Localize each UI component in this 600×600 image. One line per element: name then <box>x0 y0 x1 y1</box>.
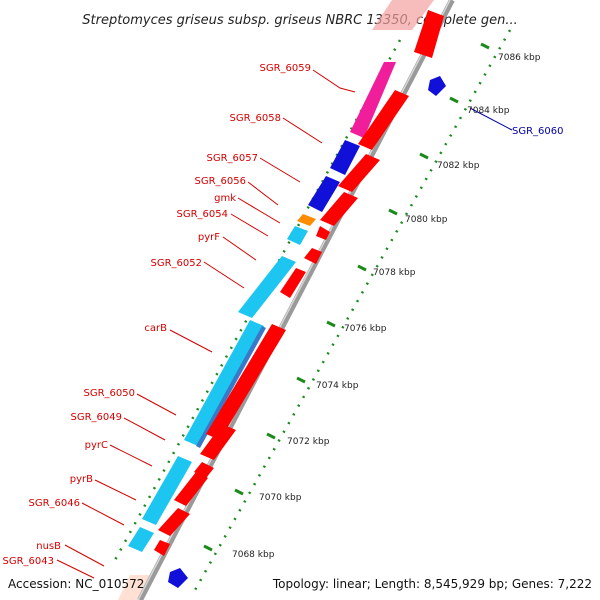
gene-label[interactable]: SGR_6054 <box>177 209 229 220</box>
gene-SGR_6052[interactable] <box>238 256 296 318</box>
gene-track <box>113 0 512 600</box>
faded-gene-bottom[interactable] <box>118 575 150 600</box>
gene-carB[interactable] <box>184 320 264 446</box>
tick-label: 7084 kbp <box>467 106 510 116</box>
gene-label[interactable]: nusB <box>36 541 61 552</box>
gene-label[interactable]: SGR_6052 <box>151 258 203 269</box>
axis-highlight <box>137 0 451 600</box>
gene-label[interactable]: pyrF <box>198 232 220 243</box>
gene-red-6[interactable] <box>280 268 306 298</box>
gene-label[interactable]: SGR_6057 <box>207 153 259 164</box>
gene-red-12[interactable] <box>154 540 170 556</box>
gene-gmk[interactable] <box>297 214 316 226</box>
gene-label[interactable]: SGR_6056 <box>195 176 247 187</box>
accession-text: Accession: NC_010572 <box>8 577 144 591</box>
gene-SGR_6054[interactable] <box>287 226 308 245</box>
gene-label[interactable]: pyrB <box>70 474 93 485</box>
gene-pyrB[interactable] <box>128 527 154 552</box>
faded-gene-top[interactable] <box>372 0 434 30</box>
gene-SGR_6058[interactable] <box>330 140 360 175</box>
summary-text: Topology: linear; Length: 8,545,929 bp; … <box>272 577 592 591</box>
gene-SGR_6059[interactable] <box>350 62 396 138</box>
gene-SGR_6060[interactable] <box>428 76 446 96</box>
gene-labels: SGR_6059 SGR_6058 SGR_6057 SGR_6056 gmk … <box>3 63 564 567</box>
tick-labels: 7068 kbp 7070 kbp 7072 kbp 7074 kbp 7076… <box>232 53 541 560</box>
tick-label: 7068 kbp <box>232 550 275 560</box>
gene-red-11[interactable] <box>158 508 190 536</box>
gene-label[interactable]: SGR_6043 <box>3 556 55 567</box>
minus-strand-genes <box>128 62 396 552</box>
leader-lines <box>56 69 356 579</box>
tick-label: 7080 kbp <box>405 215 448 225</box>
gene-red-top[interactable] <box>414 10 444 58</box>
gene-blue-bottom[interactable] <box>168 568 188 588</box>
gene-label[interactable]: SGR_6049 <box>71 412 123 423</box>
tick-label: 7070 kbp <box>259 493 302 503</box>
gene-label[interactable]: pyrC <box>85 440 108 451</box>
tick-mark <box>326 320 336 328</box>
gene-label[interactable]: gmk <box>214 193 236 204</box>
tick-mark <box>266 432 276 440</box>
gene-red-8[interactable] <box>200 424 236 460</box>
tick-label: 7074 kbp <box>316 381 359 391</box>
leader-line-blue <box>469 107 513 131</box>
gene-red-7[interactable] <box>206 324 286 440</box>
map-title: Streptomyces griseus subsp. griseus NBRC… <box>82 13 517 28</box>
tick-label: 7078 kbp <box>373 268 416 278</box>
gene-SGR_6057[interactable] <box>308 176 340 212</box>
gene-red-10[interactable] <box>174 472 208 506</box>
gene-label[interactable]: SGR_6046 <box>29 498 81 509</box>
tick-mark <box>203 544 213 552</box>
gene-label[interactable]: SGR_6058 <box>230 113 282 124</box>
gene-red-4[interactable] <box>316 226 330 240</box>
tick-mark <box>388 208 398 216</box>
tick-mark <box>296 376 306 384</box>
tick-label: 7086 kbp <box>498 53 541 63</box>
tick-mark <box>449 96 459 104</box>
gene-label-blue[interactable]: SGR_6060 <box>512 126 564 137</box>
gene-red-2[interactable] <box>338 154 380 192</box>
sequence-axis <box>137 0 455 600</box>
gene-red-3[interactable] <box>320 192 358 226</box>
gene-label[interactable]: SGR_6050 <box>84 388 136 399</box>
tick-marks <box>203 42 490 552</box>
gene-pyrC[interactable] <box>142 456 192 525</box>
tick-mark <box>357 264 367 272</box>
gene-label[interactable]: SGR_6059 <box>260 63 312 74</box>
tick-mark <box>419 152 429 160</box>
tick-label: 7072 kbp <box>287 437 330 447</box>
tick-label: 7082 kbp <box>437 161 480 171</box>
gene-red-5[interactable] <box>304 248 322 264</box>
gene-label[interactable]: carB <box>144 323 167 334</box>
gene-red-1[interactable] <box>358 90 409 150</box>
tick-label: 7076 kbp <box>344 324 387 334</box>
plus-strand-genes <box>154 10 444 556</box>
tick-mark <box>480 42 490 50</box>
dotted-guide-right <box>193 29 512 591</box>
gene-carB-shade <box>196 326 266 448</box>
tick-mark <box>234 488 244 496</box>
